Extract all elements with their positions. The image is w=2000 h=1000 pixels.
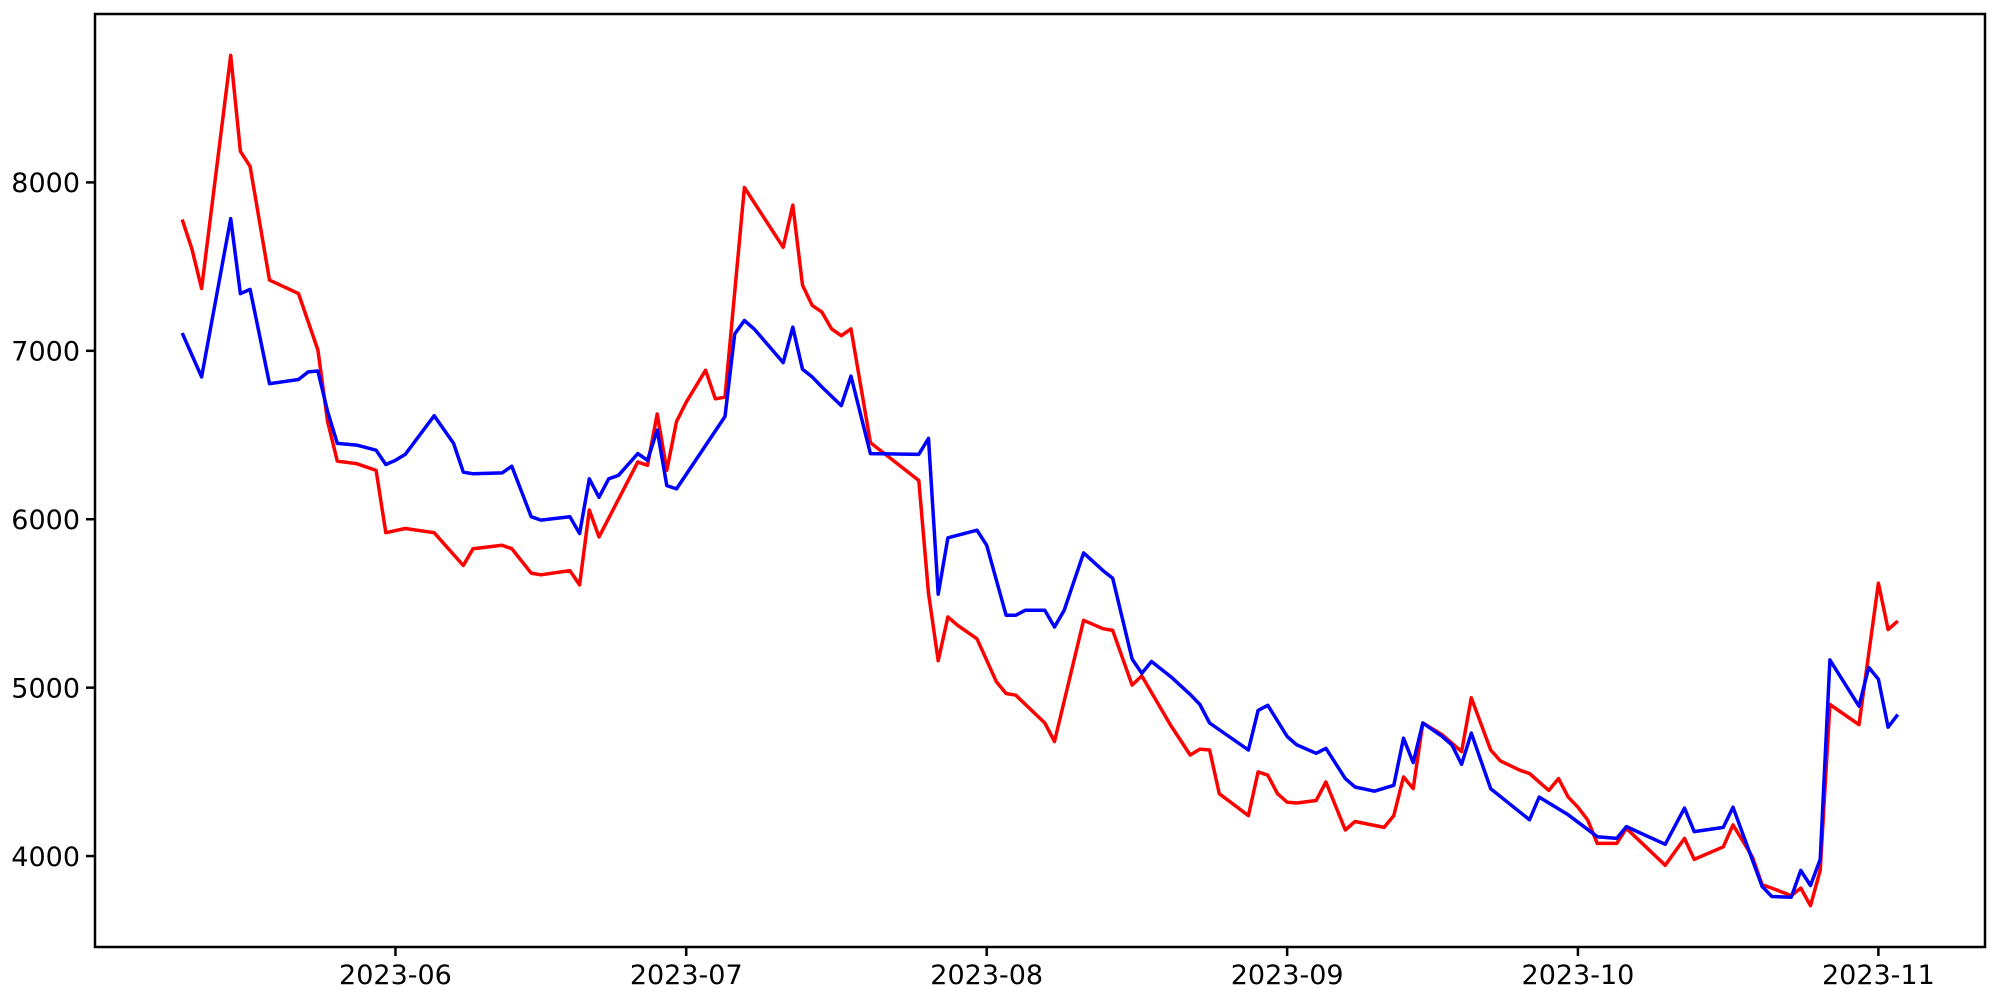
x-tick-label: 2023-11 (1822, 960, 1935, 991)
plot-area (95, 14, 1985, 947)
x-tick-label: 2023-07 (630, 960, 743, 991)
blue-line-series (180, 216, 1900, 900)
x-tick-label: 2023-09 (1231, 960, 1344, 991)
axes-spines (93, 12, 1987, 949)
x-tick-label: 2023-08 (930, 960, 1043, 991)
y-tick-label: 5000 (11, 673, 80, 704)
y-tick-label: 7000 (11, 337, 80, 368)
y-tick-label: 4000 (11, 842, 80, 873)
red-line-series (180, 53, 1899, 908)
x-tick-label: 2023-10 (1522, 960, 1635, 991)
x-tick-label: 2023-06 (339, 960, 452, 991)
y-tick-label: 6000 (11, 505, 80, 536)
y-tick-label: 8000 (11, 168, 80, 199)
